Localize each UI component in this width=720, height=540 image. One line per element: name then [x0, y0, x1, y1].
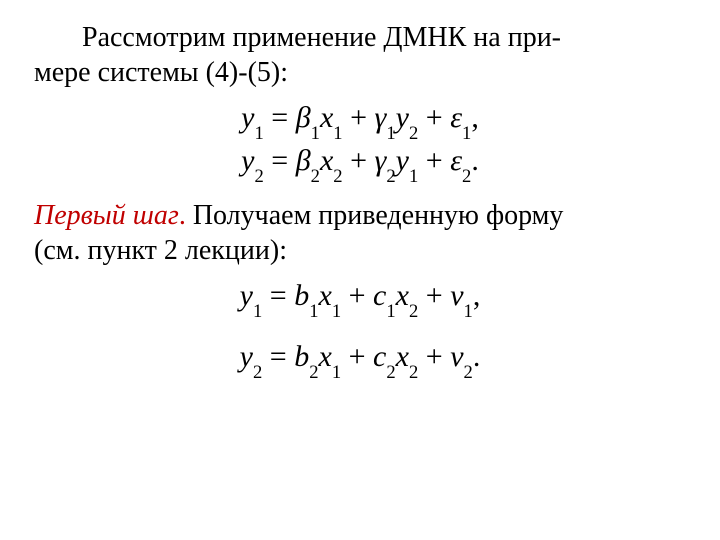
equation-2: y2 = β2x2 + γ2y1 + ε2. — [34, 141, 686, 184]
equation-1: y1 = β1x1 + γ1y2 + ε1, — [34, 98, 686, 141]
paragraph-intro: Рассмотрим применение ДМНК на при- мере … — [34, 20, 686, 90]
equation-4: y2 = b2x1 + c2x2 + ν2. — [34, 337, 686, 380]
page: Рассмотрим применение ДМНК на при- мере … — [0, 0, 720, 380]
step-dot: . — [179, 200, 186, 231]
step-label: Первый шаг — [34, 200, 179, 231]
step-rest-1: Получаем приведенную форму — [186, 200, 564, 231]
intro-line2: мере системы (4)-(5): — [34, 57, 288, 88]
intro-line1: Рассмотрим применение ДМНК на при- — [82, 22, 561, 53]
paragraph-step: Первый шаг. Получаем приведенную форму (… — [34, 198, 686, 268]
step-rest-2: (см. пункт 2 лекции): — [34, 235, 287, 266]
equation-block-reduced: y1 = b1x1 + c1x2 + ν1, y2 = b2x1 + c2x2 … — [34, 276, 686, 380]
equation-block-structural: y1 = β1x1 + γ1y2 + ε1, y2 = β2x2 + γ2y1 … — [34, 98, 686, 184]
equation-3: y1 = b1x1 + c1x2 + ν1, — [34, 276, 686, 319]
